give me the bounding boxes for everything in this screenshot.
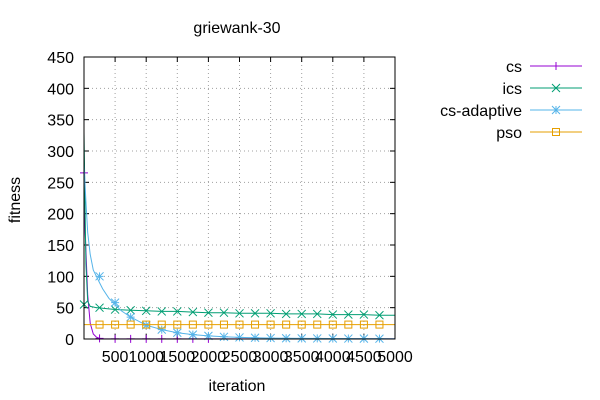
- data-point-ics: [250, 308, 260, 318]
- chart-title: griewank-30: [193, 20, 280, 37]
- x-tick-label: 4000: [315, 349, 351, 366]
- data-point-ics: [219, 308, 229, 318]
- data-point-ics: [157, 307, 167, 316]
- data-point-pso: [328, 320, 337, 329]
- x-tick-label: 2500: [222, 349, 258, 366]
- data-point-pso: [111, 320, 120, 329]
- x-tick-label: 4500: [346, 349, 382, 366]
- y-axis-label: fitness: [7, 177, 24, 223]
- y-tick-label: 350: [47, 113, 74, 130]
- data-point-pso: [126, 320, 135, 329]
- data-point-cs-adaptive: [188, 330, 198, 339]
- y-tick-label: 50: [56, 301, 74, 318]
- data-point-pso: [297, 320, 306, 329]
- data-point-cs-adaptive: [141, 320, 151, 330]
- series-ics: [79, 132, 395, 320]
- data-point-ics: [312, 309, 322, 319]
- legend-label-cs: cs: [506, 59, 522, 76]
- y-tick-label: 100: [47, 269, 74, 286]
- data-point-cs-adaptive: [95, 271, 104, 281]
- x-tick-label: 3500: [284, 349, 320, 366]
- series-layer: [79, 132, 396, 344]
- data-point-ics: [188, 307, 198, 317]
- data-point-cs-adaptive: [281, 333, 291, 343]
- data-point-pso: [173, 320, 182, 329]
- data-point-ics: [281, 309, 291, 319]
- plot-frame: [83, 56, 396, 340]
- data-point-ics: [297, 309, 307, 319]
- x-tick-label: 5000: [377, 349, 413, 366]
- x-axis-label: iteration: [209, 378, 266, 395]
- legend: cs ics cs-adaptive pso: [440, 59, 582, 142]
- data-point-cs-adaptive: [235, 333, 244, 342]
- y-tick-label: 250: [47, 175, 74, 192]
- legend-label-ics: ics: [502, 81, 522, 98]
- data-point-pso: [188, 320, 197, 329]
- series-line-ics: [83, 132, 395, 316]
- data-point-pso: [157, 320, 166, 329]
- data-point-cs-adaptive: [297, 334, 307, 343]
- data-point-ics: [375, 310, 384, 320]
- data-point-cs-adaptive: [250, 333, 260, 343]
- series-pso: [84, 320, 395, 329]
- data-point-cs-adaptive: [126, 312, 136, 322]
- legend-marker-ics: [551, 83, 561, 93]
- data-point-pso: [266, 320, 275, 329]
- data-point-cs-adaptive: [219, 332, 229, 342]
- legend-marker-cs: [552, 62, 560, 70]
- y-tick-label: 450: [47, 50, 74, 67]
- data-point-pso: [142, 320, 151, 329]
- data-point-cs-adaptive: [266, 333, 275, 343]
- legend-label-pso: pso: [496, 125, 522, 142]
- y-axis: 0 50 100 150 200 250 300 350 400 450: [47, 50, 395, 349]
- data-point-pso: [375, 320, 384, 329]
- data-point-ics: [141, 306, 151, 316]
- data-point-pso: [95, 320, 104, 329]
- data-point-cs-adaptive: [312, 334, 322, 343]
- data-point-cs-adaptive: [110, 298, 120, 308]
- data-point-pso: [282, 320, 291, 329]
- data-point-ics: [95, 303, 104, 313]
- data-point-ics: [343, 310, 353, 319]
- data-point-cs-adaptive: [172, 328, 182, 338]
- grid: [84, 57, 395, 339]
- legend-label-cs-adaptive: cs-adaptive: [440, 103, 522, 120]
- y-tick-label: 400: [47, 81, 74, 98]
- x-tick-label: 1000: [128, 349, 164, 366]
- data-point-cs-adaptive: [204, 331, 213, 341]
- y-tick-label: 200: [47, 207, 74, 224]
- data-point-cs: [95, 334, 104, 343]
- data-point-pso: [359, 320, 368, 329]
- x-tick-label: 2000: [191, 349, 227, 366]
- data-point-pso: [204, 320, 213, 329]
- x-tick-label: 500: [102, 349, 129, 366]
- data-point-pso: [219, 320, 228, 329]
- data-point-ics: [235, 308, 244, 318]
- legend-marker-pso: [552, 128, 560, 136]
- y-tick-label: 150: [47, 238, 74, 255]
- x-tick-label: 1500: [160, 349, 196, 366]
- data-point-pso: [235, 320, 244, 329]
- data-point-ics: [266, 308, 275, 318]
- data-point-ics: [359, 310, 369, 319]
- data-point-ics: [204, 308, 213, 318]
- data-point-cs-adaptive: [157, 325, 167, 334]
- data-point-cs-adaptive: [328, 334, 338, 343]
- data-point-ics: [328, 310, 338, 319]
- y-tick-label: 300: [47, 144, 74, 161]
- x-tick-label: 3000: [253, 349, 289, 366]
- legend-marker-cs-adaptive: [551, 105, 561, 115]
- data-point-ics: [172, 307, 182, 316]
- y-tick-label: 0: [65, 332, 74, 349]
- data-point-pso: [344, 320, 353, 329]
- data-point-pso: [251, 320, 260, 329]
- data-point-pso: [313, 320, 322, 329]
- data-point-ics: [126, 305, 136, 315]
